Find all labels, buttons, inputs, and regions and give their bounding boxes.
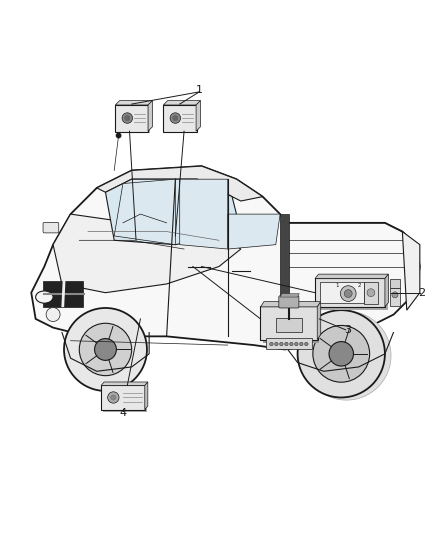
- FancyBboxPatch shape: [279, 296, 299, 308]
- Circle shape: [275, 342, 278, 346]
- FancyBboxPatch shape: [390, 279, 400, 288]
- Circle shape: [290, 342, 293, 346]
- Ellipse shape: [35, 291, 53, 303]
- FancyBboxPatch shape: [43, 281, 63, 306]
- Circle shape: [173, 116, 178, 120]
- FancyBboxPatch shape: [165, 106, 198, 133]
- FancyBboxPatch shape: [43, 222, 59, 233]
- Circle shape: [342, 285, 358, 301]
- Polygon shape: [31, 166, 420, 350]
- Polygon shape: [280, 294, 299, 297]
- Polygon shape: [317, 302, 321, 340]
- FancyBboxPatch shape: [318, 281, 388, 310]
- FancyBboxPatch shape: [276, 318, 301, 333]
- FancyBboxPatch shape: [314, 278, 385, 308]
- FancyBboxPatch shape: [364, 281, 378, 304]
- Circle shape: [304, 342, 308, 346]
- Circle shape: [117, 133, 121, 138]
- Polygon shape: [228, 214, 280, 249]
- Polygon shape: [145, 382, 148, 409]
- FancyBboxPatch shape: [103, 387, 147, 411]
- Circle shape: [111, 395, 116, 400]
- FancyBboxPatch shape: [101, 385, 145, 410]
- Circle shape: [295, 342, 298, 346]
- Polygon shape: [261, 302, 321, 307]
- Polygon shape: [315, 274, 389, 279]
- Text: 1: 1: [335, 283, 339, 288]
- Polygon shape: [385, 274, 389, 307]
- Circle shape: [122, 113, 133, 123]
- FancyBboxPatch shape: [63, 281, 82, 306]
- Polygon shape: [114, 179, 175, 245]
- FancyBboxPatch shape: [320, 282, 364, 303]
- FancyBboxPatch shape: [390, 288, 400, 305]
- Circle shape: [300, 342, 303, 346]
- Circle shape: [46, 308, 60, 321]
- Circle shape: [367, 289, 375, 297]
- Text: 3: 3: [344, 325, 351, 335]
- Circle shape: [329, 342, 353, 366]
- Circle shape: [285, 342, 288, 346]
- Circle shape: [297, 310, 385, 398]
- Circle shape: [302, 311, 391, 400]
- FancyBboxPatch shape: [117, 106, 150, 133]
- Polygon shape: [148, 101, 152, 131]
- Circle shape: [313, 326, 370, 382]
- Polygon shape: [196, 101, 201, 131]
- Text: 1: 1: [196, 85, 203, 95]
- Circle shape: [108, 392, 119, 403]
- Circle shape: [270, 342, 273, 346]
- Circle shape: [344, 289, 352, 297]
- Polygon shape: [280, 214, 289, 350]
- Polygon shape: [115, 101, 152, 105]
- Polygon shape: [53, 214, 241, 293]
- Polygon shape: [106, 179, 237, 245]
- Polygon shape: [101, 382, 148, 385]
- Circle shape: [64, 308, 147, 391]
- Circle shape: [170, 113, 180, 123]
- Polygon shape: [97, 166, 263, 201]
- Text: 2: 2: [418, 288, 426, 298]
- Circle shape: [340, 286, 356, 302]
- Polygon shape: [163, 101, 201, 105]
- Polygon shape: [180, 179, 228, 249]
- Circle shape: [392, 292, 398, 298]
- Circle shape: [95, 338, 117, 360]
- Circle shape: [125, 116, 130, 120]
- FancyBboxPatch shape: [260, 306, 318, 340]
- Circle shape: [79, 323, 132, 376]
- FancyBboxPatch shape: [163, 104, 197, 132]
- FancyBboxPatch shape: [263, 310, 319, 343]
- Text: 4: 4: [120, 408, 127, 418]
- Polygon shape: [403, 231, 420, 310]
- Circle shape: [279, 342, 283, 346]
- Text: 2: 2: [358, 283, 361, 288]
- FancyBboxPatch shape: [266, 338, 312, 349]
- FancyBboxPatch shape: [115, 104, 148, 132]
